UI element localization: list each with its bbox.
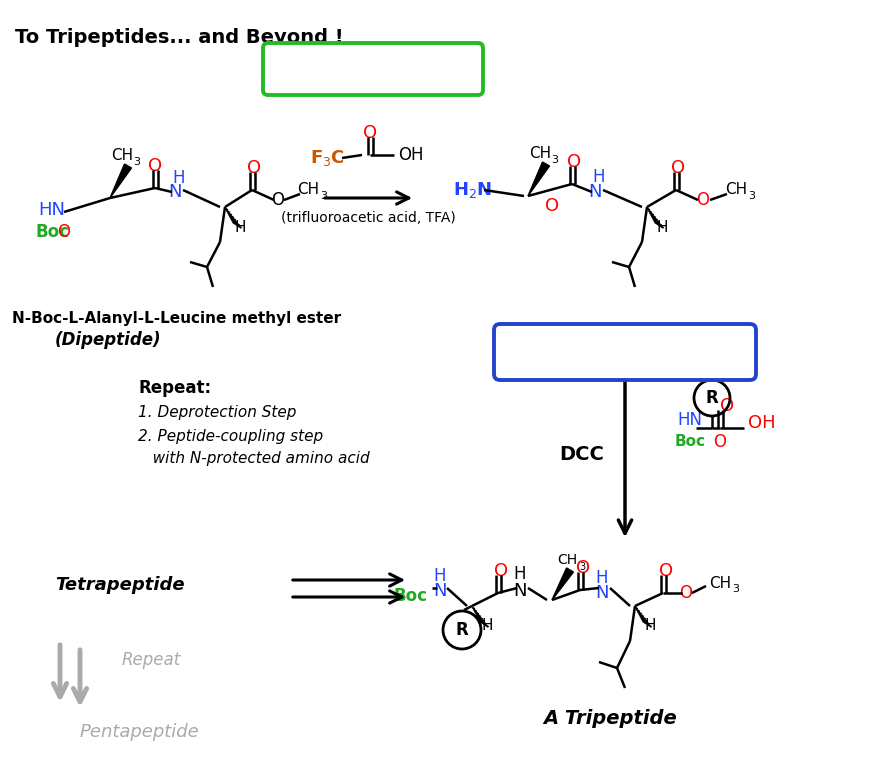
Text: O: O xyxy=(697,191,710,209)
Text: Peptide Coupling Step: Peptide Coupling Step xyxy=(502,343,747,361)
FancyBboxPatch shape xyxy=(263,43,483,95)
Text: O: O xyxy=(148,157,162,175)
Text: 2. Peptide-coupling step: 2. Peptide-coupling step xyxy=(138,429,324,444)
FancyBboxPatch shape xyxy=(494,324,756,380)
Text: Boc: Boc xyxy=(675,434,705,450)
Text: DCC: DCC xyxy=(560,446,604,464)
Text: CH: CH xyxy=(529,146,551,162)
Text: Boc: Boc xyxy=(35,223,69,241)
Text: CH: CH xyxy=(297,183,319,197)
Text: Repeat:: Repeat: xyxy=(138,379,211,397)
Text: H: H xyxy=(593,168,605,186)
Polygon shape xyxy=(528,162,549,196)
Text: Pentapeptide: Pentapeptide xyxy=(80,723,200,741)
Text: N: N xyxy=(589,183,602,201)
Text: H: H xyxy=(657,220,668,235)
Text: N: N xyxy=(514,582,527,600)
Text: H: H xyxy=(514,565,526,583)
Text: O: O xyxy=(671,159,685,177)
Text: R: R xyxy=(456,621,468,639)
Text: O: O xyxy=(363,124,377,142)
Text: 3: 3 xyxy=(579,562,585,572)
Text: Boc: Boc xyxy=(393,587,427,605)
Text: F$_3$C: F$_3$C xyxy=(310,148,345,168)
Text: H: H xyxy=(173,169,185,187)
Text: O: O xyxy=(567,153,581,171)
Text: O: O xyxy=(494,562,508,580)
Text: A Tripeptide: A Tripeptide xyxy=(543,708,677,728)
Text: 3: 3 xyxy=(133,157,140,167)
Text: OH: OH xyxy=(398,146,424,164)
Text: CH: CH xyxy=(725,183,747,197)
Text: Tetrapeptide: Tetrapeptide xyxy=(55,576,185,594)
Text: N: N xyxy=(433,582,446,600)
Text: H: H xyxy=(596,569,609,587)
Text: O: O xyxy=(679,584,692,602)
Text: H: H xyxy=(433,567,446,585)
Text: O: O xyxy=(659,562,673,580)
Text: Deprotection Step: Deprotection Step xyxy=(272,60,473,78)
Text: O: O xyxy=(247,159,261,177)
Text: 3: 3 xyxy=(320,191,327,201)
Polygon shape xyxy=(110,164,132,198)
Text: N: N xyxy=(596,584,609,602)
Text: O: O xyxy=(58,223,71,241)
Text: O: O xyxy=(545,197,559,215)
Text: (Dipeptide): (Dipeptide) xyxy=(55,331,161,349)
Text: 3: 3 xyxy=(732,584,739,594)
Text: HN: HN xyxy=(38,201,65,219)
Text: CH: CH xyxy=(557,553,577,567)
Text: H: H xyxy=(644,618,656,633)
Text: O: O xyxy=(576,559,590,577)
Text: N-Boc-L-Alanyl-L-Leucine methyl ester: N-Boc-L-Alanyl-L-Leucine methyl ester xyxy=(12,310,341,326)
Text: Repeat: Repeat xyxy=(122,651,181,669)
Text: OH: OH xyxy=(748,414,775,432)
Text: O: O xyxy=(720,397,734,415)
Text: with N-protected amino acid: with N-protected amino acid xyxy=(138,450,370,465)
Text: HN: HN xyxy=(678,411,703,429)
Text: O: O xyxy=(713,433,726,451)
Text: To Tripeptides... and Beyond !: To Tripeptides... and Beyond ! xyxy=(15,28,344,47)
Text: CH: CH xyxy=(111,149,133,163)
Text: 1. Deprotection Step: 1. Deprotection Step xyxy=(138,406,296,420)
Text: CH: CH xyxy=(709,576,731,591)
Text: N: N xyxy=(168,183,181,201)
Polygon shape xyxy=(552,568,574,600)
Text: H: H xyxy=(235,220,246,235)
Text: (trifluoroacetic acid, TFA): (trifluoroacetic acid, TFA) xyxy=(281,211,455,225)
Text: R: R xyxy=(705,389,719,407)
Text: 3: 3 xyxy=(748,191,755,201)
Text: H$_2$N: H$_2$N xyxy=(453,180,492,200)
Text: H: H xyxy=(481,618,493,633)
Text: 3: 3 xyxy=(551,155,558,165)
Text: O: O xyxy=(271,191,284,209)
